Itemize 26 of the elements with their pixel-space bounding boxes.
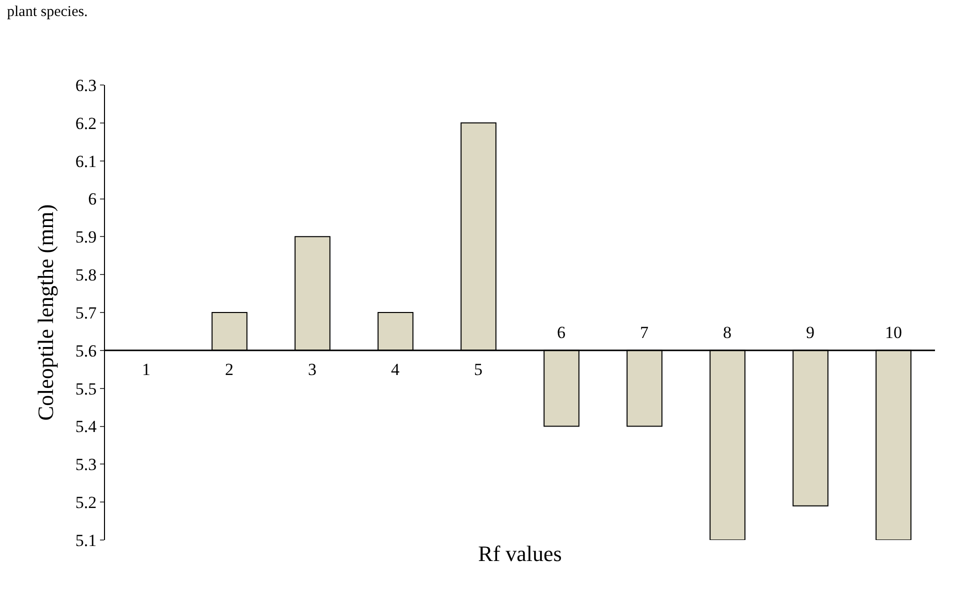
y-tick-label: 6.1 xyxy=(75,152,97,171)
y-tick-label: 5.4 xyxy=(75,417,98,436)
x-tick-label: 2 xyxy=(225,360,234,379)
x-tick-label: 8 xyxy=(723,323,732,342)
x-tick-label: 4 xyxy=(391,360,400,379)
y-tick-label: 5.7 xyxy=(75,303,98,322)
x-axis-title: Rf values xyxy=(478,540,562,566)
y-tick-label: 6 xyxy=(88,190,97,209)
x-tick-label: 5 xyxy=(474,360,482,379)
x-tick-label: 9 xyxy=(806,323,814,342)
y-tick-label: 5.8 xyxy=(75,266,97,285)
text: plant species. xyxy=(7,4,88,20)
y-tick-label: 5.2 xyxy=(75,493,97,512)
y-tick-label: 5.5 xyxy=(75,379,97,398)
x-tick-label: 10 xyxy=(885,323,902,342)
y-tick-label: 6.3 xyxy=(75,76,97,95)
y-tick-label: 5.6 xyxy=(75,341,97,360)
y-tick-label: 5.1 xyxy=(75,530,97,550)
x-tick-label: 6 xyxy=(557,323,566,342)
y-tick-label: 6.2 xyxy=(75,114,97,133)
y-axis-title: Coleoptile lengthe (mm) xyxy=(33,204,58,421)
x-tick-label: 1 xyxy=(142,360,150,379)
y-tick-label: 5.9 xyxy=(75,228,97,247)
y-tick-label: 5.3 xyxy=(75,455,97,474)
x-tick-label: 3 xyxy=(308,360,316,379)
x-tick-label: 7 xyxy=(640,323,649,342)
